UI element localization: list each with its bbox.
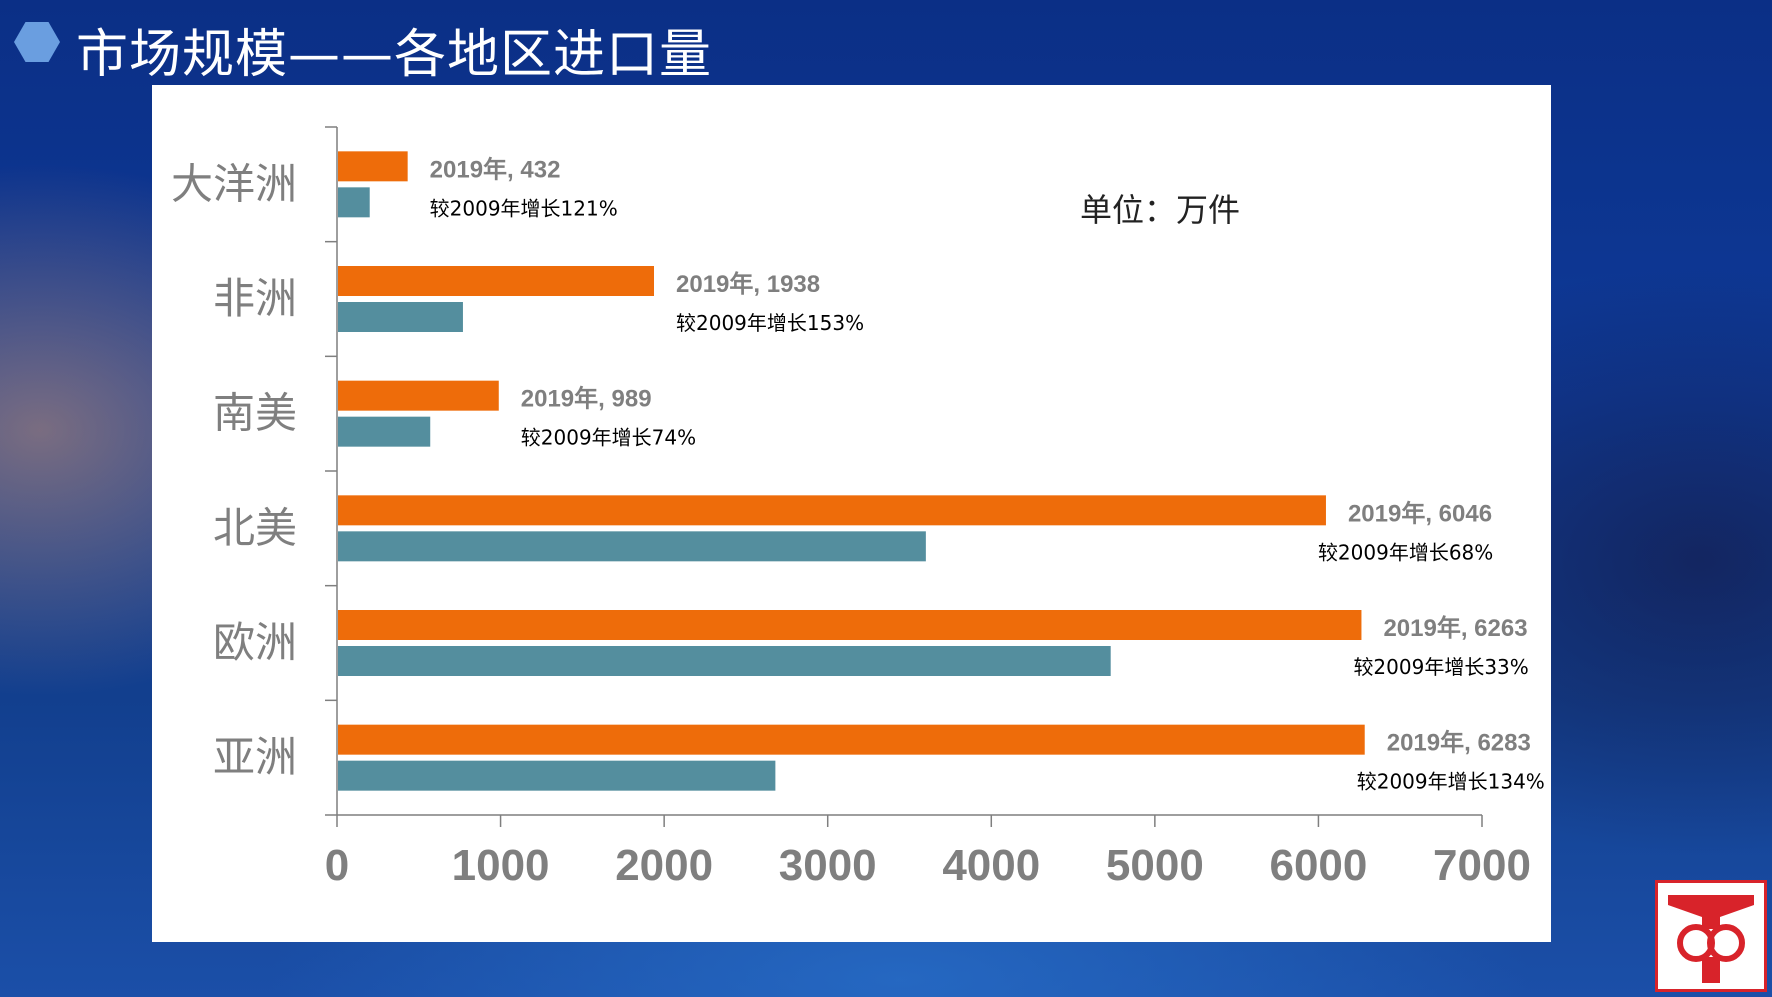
category-label: 亚洲 bbox=[213, 733, 297, 782]
data-label-value: 2019年, 1938 bbox=[676, 270, 820, 298]
data-label-growth: 较2009年增长74% bbox=[521, 426, 696, 450]
bar-2019 bbox=[338, 495, 1326, 526]
x-tick-label: 3000 bbox=[779, 841, 877, 890]
bar-2019 bbox=[338, 724, 1365, 755]
data-label-value: 2019年, 6046 bbox=[1348, 499, 1492, 527]
x-tick-label: 6000 bbox=[1269, 841, 1367, 890]
category-label: 非洲 bbox=[213, 274, 297, 323]
data-label-growth: 较2009年增长121% bbox=[430, 196, 618, 220]
data-label-value: 2019年, 989 bbox=[521, 385, 652, 413]
page-title: 市场规模——各地区进口量 bbox=[76, 25, 713, 85]
bar-2009 bbox=[338, 531, 926, 562]
x-tick-label: 2000 bbox=[615, 841, 713, 890]
category-label: 南美 bbox=[213, 389, 297, 438]
bar-2009 bbox=[338, 646, 1111, 676]
data-label-value: 2019年, 6283 bbox=[1387, 729, 1531, 757]
data-label-growth: 较2009年增长134% bbox=[1357, 770, 1545, 794]
bar-2019 bbox=[338, 266, 655, 296]
data-label-value: 2019年, 6263 bbox=[1383, 614, 1527, 642]
x-tick-label: 5000 bbox=[1106, 841, 1204, 890]
category-label: 大洋洲 bbox=[171, 159, 297, 208]
bar-2009 bbox=[338, 416, 431, 447]
brand-logo bbox=[1655, 880, 1767, 992]
x-tick-label: 4000 bbox=[942, 841, 1040, 890]
category-label: 北美 bbox=[213, 503, 297, 552]
data-label-growth: 较2009年增长33% bbox=[1353, 655, 1528, 679]
bar-2019 bbox=[338, 151, 408, 182]
bar-2009 bbox=[338, 187, 370, 218]
chart-panel: 0 1000 2000 3000 4000 5000 6000 7000 大洋洲 2019年, 4… bbox=[152, 85, 1551, 942]
hexagon-bullet-icon bbox=[14, 22, 60, 62]
data-label-growth: 较2009年增长153% bbox=[676, 311, 864, 335]
x-tick-label: 1000 bbox=[452, 841, 550, 890]
unit-note: 单位：万件 bbox=[1080, 191, 1241, 229]
bar-2009 bbox=[338, 760, 776, 791]
x-tick-label: 7000 bbox=[1433, 841, 1531, 890]
x-tick-label: 0 bbox=[325, 841, 349, 890]
bar-chart: 0 1000 2000 3000 4000 5000 6000 7000 大洋洲 2019年, 4… bbox=[171, 126, 1545, 890]
bar-2019 bbox=[338, 610, 1362, 640]
data-label-growth: 较2009年增长68% bbox=[1318, 540, 1493, 564]
data-label-value: 2019年, 432 bbox=[430, 155, 561, 183]
bar-2019 bbox=[338, 380, 499, 411]
bar-2009 bbox=[338, 302, 463, 332]
category-label: 欧洲 bbox=[213, 618, 297, 667]
